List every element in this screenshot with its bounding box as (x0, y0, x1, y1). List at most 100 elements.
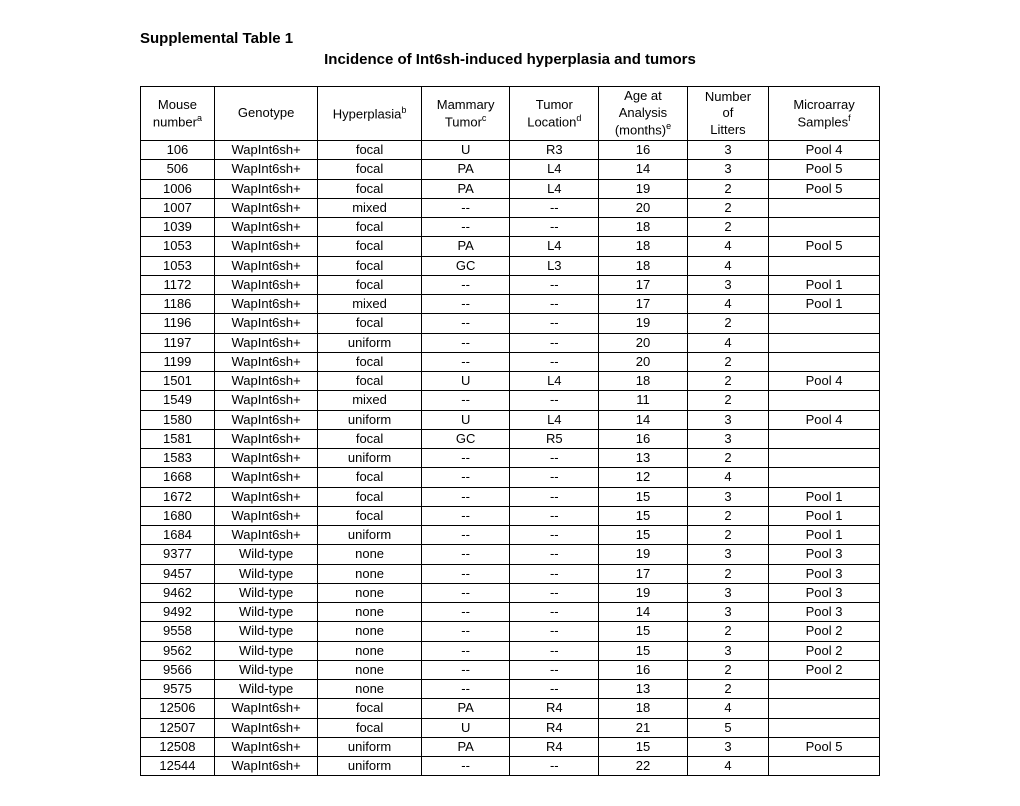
table-cell: -- (421, 314, 510, 333)
table-cell: U (421, 141, 510, 160)
table-cell: 1197 (141, 333, 215, 352)
table-row: 1006WapInt6sh+focalPAL4192Pool 5 (141, 179, 880, 198)
table-cell: uniform (318, 757, 421, 776)
table-cell: Wild-type (214, 660, 317, 679)
table-cell: uniform (318, 737, 421, 756)
table-cell: Pool 2 (769, 622, 880, 641)
table-row: 1581WapInt6sh+focalGCR5163 (141, 429, 880, 448)
table-cell: Wild-type (214, 603, 317, 622)
table-cell: R4 (510, 718, 599, 737)
table-cell: -- (510, 391, 599, 410)
table-cell: -- (421, 275, 510, 294)
table-cell: 1581 (141, 429, 215, 448)
table-cell: focal (318, 218, 421, 237)
column-header: MammaryTumorc (421, 87, 510, 141)
table-cell: uniform (318, 449, 421, 468)
table-cell: -- (421, 757, 510, 776)
table-cell: 9492 (141, 603, 215, 622)
table-cell: WapInt6sh+ (214, 314, 317, 333)
table-cell: WapInt6sh+ (214, 429, 317, 448)
table-cell: 3 (687, 487, 768, 506)
table-cell: 21 (599, 718, 688, 737)
table-cell: 3 (687, 737, 768, 756)
table-cell: WapInt6sh+ (214, 468, 317, 487)
column-header: Age atAnalysis(months)e (599, 87, 688, 141)
table-cell: 2 (687, 506, 768, 525)
table-cell: Wild-type (214, 680, 317, 699)
table-cell: focal (318, 718, 421, 737)
table-cell: 2 (687, 391, 768, 410)
table-cell: none (318, 641, 421, 660)
table-cell: WapInt6sh+ (214, 718, 317, 737)
table-row: 1668WapInt6sh+focal----124 (141, 468, 880, 487)
table-cell: WapInt6sh+ (214, 198, 317, 217)
table-cell: 1680 (141, 506, 215, 525)
table-cell: WapInt6sh+ (214, 295, 317, 314)
table-cell: PA (421, 699, 510, 718)
table-cell: 16 (599, 660, 688, 679)
table-cell: L4 (510, 372, 599, 391)
table-cell: -- (510, 314, 599, 333)
table-cell: WapInt6sh+ (214, 237, 317, 256)
table-cell: U (421, 372, 510, 391)
table-cell: 1684 (141, 526, 215, 545)
table-cell: Pool 3 (769, 583, 880, 602)
table-row: 106WapInt6sh+focalUR3163Pool 4 (141, 141, 880, 160)
table-cell: 2 (687, 660, 768, 679)
table-cell: 9457 (141, 564, 215, 583)
column-header: NumberofLitters (687, 87, 768, 141)
table-cell: 18 (599, 372, 688, 391)
table-cell: none (318, 622, 421, 641)
table-cell (769, 718, 880, 737)
table-cell: 9562 (141, 641, 215, 660)
table-cell: 12507 (141, 718, 215, 737)
table-cell: WapInt6sh+ (214, 391, 317, 410)
table-cell: L4 (510, 179, 599, 198)
table-cell: -- (421, 218, 510, 237)
table-cell (769, 680, 880, 699)
table-cell: 3 (687, 641, 768, 660)
table-cell: -- (510, 295, 599, 314)
table-cell: Wild-type (214, 545, 317, 564)
table-cell: -- (510, 468, 599, 487)
table-cell: none (318, 680, 421, 699)
table-cell: 4 (687, 256, 768, 275)
table-cell: Pool 5 (769, 237, 880, 256)
table-cell: -- (510, 603, 599, 622)
table-cell: 4 (687, 468, 768, 487)
table-cell: 1007 (141, 198, 215, 217)
table-cell: uniform (318, 526, 421, 545)
table-row: 1199WapInt6sh+focal----202 (141, 352, 880, 371)
table-cell: 106 (141, 141, 215, 160)
table-cell: 18 (599, 218, 688, 237)
data-table: MousenumberaGenotypeHyperplasiabMammaryT… (140, 86, 880, 776)
table-cell: -- (421, 198, 510, 217)
table-cell: -- (510, 680, 599, 699)
table-cell: focal (318, 487, 421, 506)
table-cell: WapInt6sh+ (214, 372, 317, 391)
table-cell: 1668 (141, 468, 215, 487)
table-row: 12506WapInt6sh+focalPAR4184 (141, 699, 880, 718)
table-row: 1053WapInt6sh+focalPAL4184Pool 5 (141, 237, 880, 256)
table-cell: 13 (599, 680, 688, 699)
table-cell: none (318, 545, 421, 564)
table-cell: Pool 5 (769, 737, 880, 756)
table-cell: 3 (687, 545, 768, 564)
table-cell: 17 (599, 275, 688, 294)
table-cell: -- (510, 352, 599, 371)
table-cell: -- (421, 487, 510, 506)
table-cell: -- (510, 198, 599, 217)
table-cell: focal (318, 314, 421, 333)
table-cell: Pool 3 (769, 545, 880, 564)
table-cell: Pool 5 (769, 179, 880, 198)
table-cell: 17 (599, 295, 688, 314)
table-cell: -- (421, 622, 510, 641)
table-body: 106WapInt6sh+focalUR3163Pool 4506WapInt6… (141, 141, 880, 776)
table-cell: R5 (510, 429, 599, 448)
table-cell: -- (510, 487, 599, 506)
table-cell: R4 (510, 737, 599, 756)
table-cell: -- (421, 391, 510, 410)
table-cell: WapInt6sh+ (214, 218, 317, 237)
table-row: 506WapInt6sh+focalPAL4143Pool 5 (141, 160, 880, 179)
table-cell: -- (510, 449, 599, 468)
